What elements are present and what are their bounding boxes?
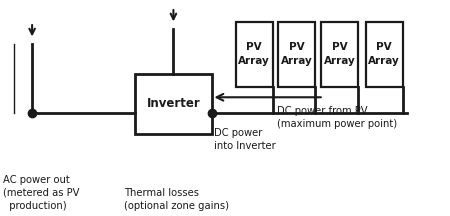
Text: PV
Array: PV Array — [238, 42, 270, 66]
Text: PV
Array: PV Array — [369, 42, 400, 66]
Bar — [321, 22, 358, 87]
Text: AC power out
(metered as PV
  production): AC power out (metered as PV production) — [3, 175, 80, 211]
Text: Thermal losses
(optional zone gains): Thermal losses (optional zone gains) — [124, 188, 229, 211]
Text: Inverter: Inverter — [147, 97, 200, 110]
Bar — [135, 74, 212, 134]
Text: PV
Array: PV Array — [281, 42, 313, 66]
Text: DC power from PV
(maximum power point): DC power from PV (maximum power point) — [277, 106, 397, 129]
Text: DC power
into Inverter: DC power into Inverter — [214, 128, 275, 151]
Bar — [279, 22, 315, 87]
Text: PV
Array: PV Array — [324, 42, 355, 66]
Bar — [366, 22, 403, 87]
Bar — [236, 22, 273, 87]
